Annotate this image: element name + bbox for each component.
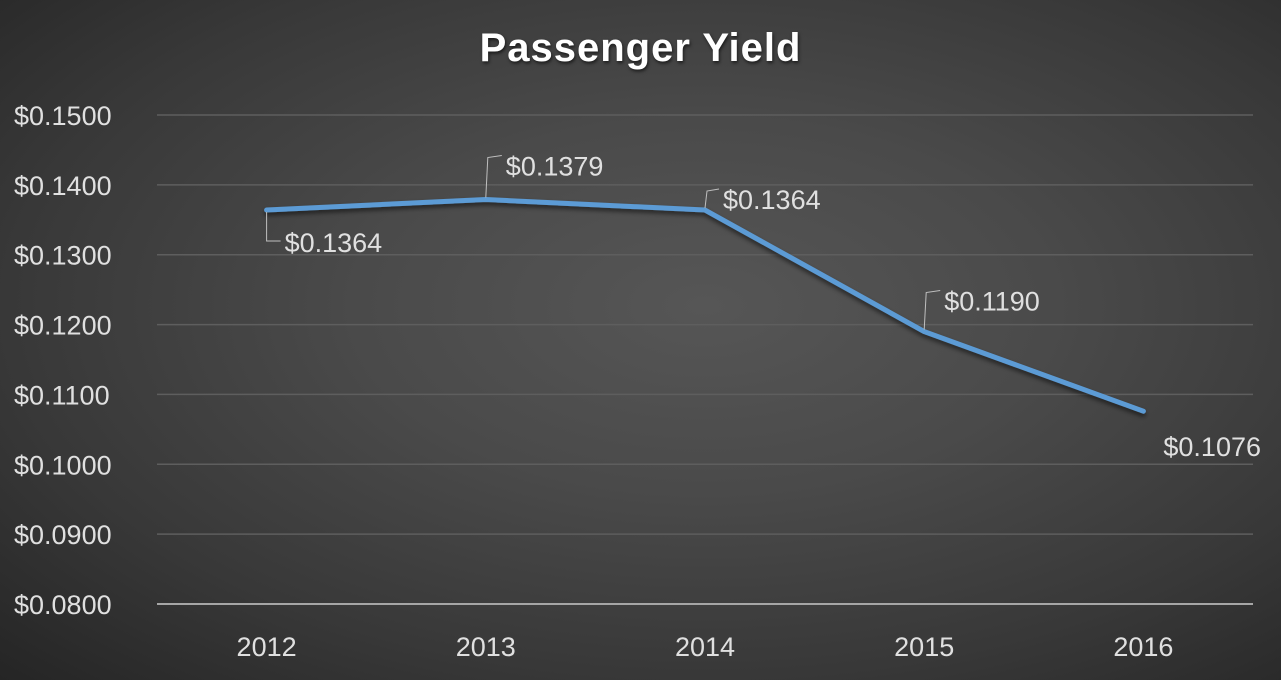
- x-tick-label: 2016: [1113, 632, 1173, 662]
- y-tick-label: $0.1200: [14, 311, 112, 341]
- leader-line: [704, 188, 720, 209]
- series-line: [264, 197, 1146, 414]
- y-tick-label: $0.0800: [14, 590, 112, 620]
- x-axis-labels: 2012 2013 2014 2015 2016: [237, 632, 1174, 662]
- x-tick-label: 2014: [675, 632, 735, 662]
- leader-line: [266, 212, 281, 242]
- data-labels: $0.1364 $0.1379 $0.1364 $0.1190 $0.1076: [266, 152, 1261, 462]
- series-line-passenger-yield: [264, 197, 1146, 414]
- data-label: $0.1190: [944, 287, 1040, 317]
- chart-title: Passenger Yield: [479, 26, 802, 70]
- y-tick-label: $0.1400: [14, 171, 112, 201]
- y-axis-labels: $0.1500 $0.1400 $0.1300 $0.1200 $0.1100 $0.10…: [14, 101, 112, 620]
- data-label: $0.1379: [506, 152, 604, 182]
- y-tick-label: $0.0900: [14, 520, 112, 550]
- x-tick-label: 2015: [894, 632, 954, 662]
- x-tick-label: 2013: [456, 632, 516, 662]
- y-tick-label: $0.1300: [14, 241, 112, 271]
- y-tick-label: $0.1000: [14, 450, 112, 480]
- y-tick-label: $0.1100: [14, 380, 110, 410]
- leader-line: [485, 155, 502, 198]
- data-label: $0.1076: [1163, 432, 1261, 462]
- leader-line: [923, 290, 941, 330]
- gridlines: [157, 114, 1253, 605]
- y-tick-label: $0.1500: [14, 101, 112, 131]
- x-tick-label: 2012: [237, 632, 297, 662]
- data-label: $0.1364: [723, 185, 821, 215]
- data-label: $0.1364: [285, 228, 383, 258]
